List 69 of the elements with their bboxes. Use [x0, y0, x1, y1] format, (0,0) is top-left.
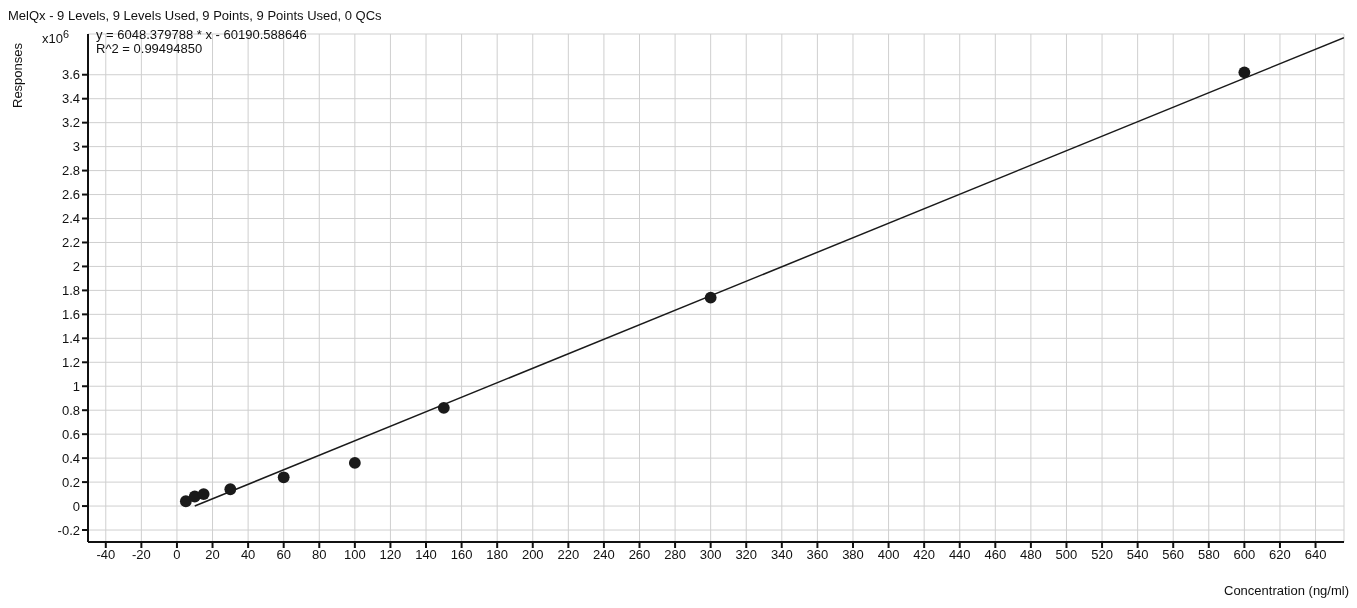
x-tick-label: 280: [664, 547, 686, 563]
y-tick-label: 1.4: [61, 330, 80, 346]
y-tick-label: 2: [72, 259, 80, 275]
x-tick-label: 160: [450, 547, 473, 563]
x-tick-label: 320: [735, 547, 758, 563]
point: [348, 457, 361, 469]
x-tick-label: 140: [415, 547, 437, 563]
x-tick-label: 640: [1304, 547, 1327, 563]
annotation: R^2 = 0.99494850: [96, 41, 204, 56]
y-tick-label: 2.4: [61, 211, 80, 227]
y-tick-label: 2.8: [61, 163, 80, 179]
x-tick-label: 180: [486, 547, 509, 563]
x-tick-label: 260: [628, 547, 651, 563]
x-tick-label: 400: [877, 547, 900, 563]
point: [437, 401, 450, 414]
x-tick-label: 40: [240, 547, 256, 563]
x-tick-label: 240: [593, 547, 615, 563]
x-tick-label: 580: [1197, 547, 1220, 563]
annotation: y = 6048.379788 * x - 60190.588646: [96, 27, 307, 42]
point: [704, 291, 717, 304]
y-tick-label: 0.4: [61, 450, 80, 466]
y-tick-label: 3.4: [61, 91, 80, 107]
y-tick-label: 1.6: [61, 306, 80, 322]
y-tick-label: 3: [72, 139, 80, 155]
y-tick-label: -0.2: [57, 522, 80, 538]
point: [224, 483, 237, 496]
x-tick-label: 440: [948, 547, 971, 563]
y-tick-label: 3.6: [61, 67, 80, 83]
y-axis-title: Responses: [10, 42, 25, 108]
x-tick-label: 0: [173, 547, 181, 563]
x-axis-title: Concentration (ng/ml): [1224, 583, 1349, 598]
y-tick-label: 0: [72, 498, 80, 514]
x-tick-label: 120: [379, 547, 402, 563]
point: [1238, 66, 1251, 79]
x-tick-label: -20: [131, 547, 151, 563]
x-tick-label: 340: [770, 547, 793, 563]
x-tick-label: 300: [699, 547, 722, 563]
x-tick-label: 520: [1091, 547, 1113, 563]
point: [197, 488, 210, 500]
x-tick-label: 540: [1126, 547, 1149, 563]
x-tick-label: -40: [96, 547, 116, 563]
x-tick-label: 80: [312, 547, 327, 563]
y-tick-label: 3.2: [61, 115, 80, 131]
x-tick-label: 360: [806, 547, 829, 563]
x-tick-label: 500: [1055, 547, 1078, 563]
y-tick-label: 2.6: [61, 187, 80, 203]
y-tick-label: 0.2: [61, 474, 80, 490]
x-tick-label: 60: [276, 547, 291, 563]
x-tick-label: 560: [1162, 547, 1185, 563]
text: x10$^{6}$: [42, 28, 69, 47]
y-tick-label: 0.6: [61, 426, 80, 442]
x-tick-label: 20: [205, 547, 220, 563]
x-tick-label: 460: [984, 547, 1007, 563]
y-tick-label: 2.2: [61, 235, 80, 251]
x-tick-label: 480: [1020, 547, 1042, 563]
point: [277, 471, 290, 484]
y-tick-label: 1.2: [61, 354, 80, 370]
y-tick-label: 0.8: [61, 402, 80, 418]
x-tick-label: 380: [842, 547, 864, 563]
point: [179, 495, 192, 508]
x-tick-label: 620: [1269, 547, 1291, 563]
y-tick-label: 1: [72, 378, 80, 394]
y-tick-label: 1.8: [61, 283, 80, 299]
x-tick-label: 200: [521, 547, 544, 563]
x-tick-label: 100: [344, 547, 366, 563]
x-tick-label: 600: [1233, 547, 1256, 563]
x-tick-label: 420: [913, 547, 935, 563]
chart-title: MelQx - 9 Levels, 9 Levels Used, 9 Points, 9 Points Used, 0 QCs: [8, 8, 382, 23]
x-tick-label: 220: [557, 547, 580, 563]
